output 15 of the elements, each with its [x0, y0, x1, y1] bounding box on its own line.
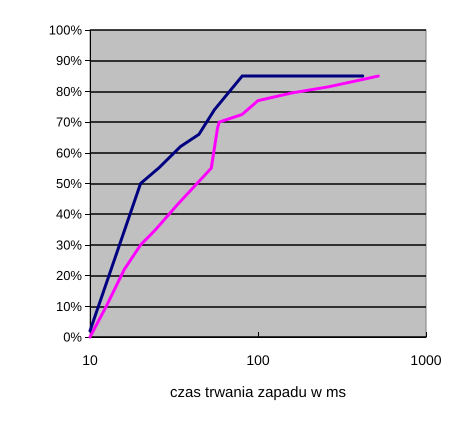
- y-tick-label: 100%: [48, 22, 82, 38]
- y-tick-label: 90%: [56, 53, 82, 68]
- y-tick-label: 0%: [63, 330, 82, 344]
- x-axis-title: czas trwania zapadu w ms: [170, 384, 346, 401]
- y-tick-label: 10%: [56, 298, 82, 314]
- y-tick-label: 60%: [56, 145, 82, 160]
- x-tick-label: 10: [82, 352, 98, 368]
- x-tick-label: 100: [246, 352, 270, 368]
- x-tick-label: 1000: [410, 352, 442, 368]
- y-tick-label: 70%: [56, 114, 82, 130]
- y-tick-label: 80%: [56, 84, 82, 99]
- y-tick-label: 30%: [56, 237, 82, 252]
- y-tick-label: 40%: [56, 206, 82, 222]
- y-tick-label: 50%: [56, 176, 82, 191]
- y-tick-label: 20%: [56, 268, 82, 284]
